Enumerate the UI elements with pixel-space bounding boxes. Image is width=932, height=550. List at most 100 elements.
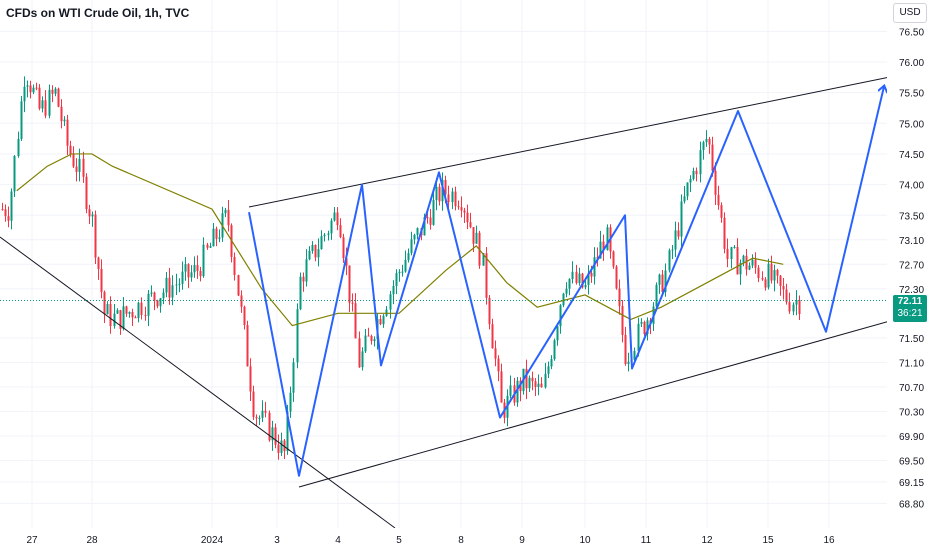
candle-body	[94, 214, 97, 258]
candle-body	[633, 350, 636, 360]
candle-body	[32, 87, 35, 93]
candle-body	[509, 385, 512, 396]
candle-body	[178, 283, 181, 285]
candle-body	[72, 154, 75, 167]
candle-body	[674, 230, 677, 250]
candle-body	[91, 214, 94, 217]
candle-body	[587, 272, 590, 285]
y-tick-label-17: 68.80	[899, 499, 924, 510]
candle-body	[385, 309, 388, 316]
candle-body	[748, 265, 751, 270]
candle-body	[44, 100, 47, 116]
price-axis-background	[887, 0, 932, 550]
candle-body	[475, 232, 478, 244]
candle-body	[119, 310, 122, 329]
candle-body	[134, 317, 137, 319]
candle-body	[776, 270, 779, 276]
candle-body	[109, 304, 112, 327]
candle-body	[451, 191, 454, 203]
candle-body	[106, 304, 109, 315]
y-tick-label-15: 69.50	[899, 456, 924, 467]
candle-body	[413, 234, 416, 240]
candle-body	[395, 273, 398, 286]
candle-body	[516, 380, 519, 403]
candle-body	[128, 312, 131, 314]
candle-body	[330, 220, 333, 234]
candle-body	[184, 264, 187, 272]
time-axis-background	[0, 528, 887, 550]
time-axis: 27 28 2024 3 4 5 8 9 10 11 12 15 16	[26, 535, 835, 546]
candle-body	[367, 335, 370, 337]
x-tick-label-10: 12	[701, 535, 713, 546]
candle-body	[147, 293, 150, 316]
chart-grid	[0, 0, 887, 528]
candle-body	[692, 170, 695, 179]
candle-body	[314, 244, 317, 258]
candle-body	[432, 200, 435, 225]
currency-button[interactable]: USD	[893, 3, 927, 23]
candle-body	[323, 234, 326, 237]
x-tick-label-12: 16	[823, 535, 835, 546]
candle-body	[559, 305, 562, 327]
candle-body	[48, 89, 51, 116]
candle-body	[497, 358, 500, 372]
candle-body	[398, 271, 401, 274]
candle-body	[661, 274, 664, 293]
candle-body	[23, 86, 26, 102]
candle-body	[488, 297, 491, 325]
candle-body	[339, 225, 342, 238]
candle-body	[581, 273, 584, 288]
x-tick-label-2: 2024	[201, 535, 224, 546]
candle-body	[165, 277, 168, 293]
candle-body	[785, 289, 788, 303]
candle-body	[320, 236, 323, 250]
candle-body	[4, 209, 7, 217]
candle-body	[615, 266, 618, 289]
candle-body	[227, 209, 230, 226]
y-tick-label-16: 69.15	[899, 478, 924, 489]
candle-body	[348, 265, 351, 303]
candle-body	[379, 319, 382, 325]
candle-body	[599, 241, 602, 259]
candles-group	[1, 76, 801, 460]
candle-body	[640, 321, 643, 324]
candle-body	[618, 288, 621, 306]
candle-body	[358, 338, 361, 368]
candle-body	[426, 217, 429, 219]
y-tick-label-6: 73.50	[899, 211, 924, 222]
candle-body	[246, 325, 249, 367]
candle-body	[491, 324, 494, 349]
candle-body	[382, 315, 385, 325]
candle-body	[472, 227, 475, 244]
candle-body	[708, 138, 711, 145]
candle-body	[730, 247, 733, 260]
candle-body	[423, 217, 426, 236]
candle-body	[643, 321, 646, 335]
candle-body	[671, 249, 674, 251]
candle-body	[441, 179, 444, 202]
candle-body	[162, 292, 165, 299]
candle-body	[171, 285, 174, 298]
candle-body	[435, 186, 438, 201]
y-tick-label-5: 74.00	[899, 181, 924, 192]
candle-body	[606, 227, 609, 251]
x-tick-label-0: 27	[26, 535, 38, 546]
y-tick-label-2: 75.50	[899, 89, 924, 100]
candle-body	[686, 182, 689, 197]
candle-body	[575, 271, 578, 284]
x-tick-label-3: 3	[274, 535, 280, 546]
candle-body	[286, 411, 289, 452]
candle-body	[717, 194, 720, 206]
candle-body	[463, 210, 466, 213]
candle-body	[401, 271, 404, 273]
candle-body	[29, 85, 32, 93]
candle-body	[78, 158, 81, 172]
candle-body	[779, 275, 782, 286]
candle-body	[754, 259, 757, 268]
candle-body	[764, 279, 767, 288]
candle-body	[296, 309, 299, 363]
candle-body	[333, 212, 336, 221]
y-tick-label-1: 76.00	[899, 58, 924, 69]
candle-body	[345, 258, 348, 266]
